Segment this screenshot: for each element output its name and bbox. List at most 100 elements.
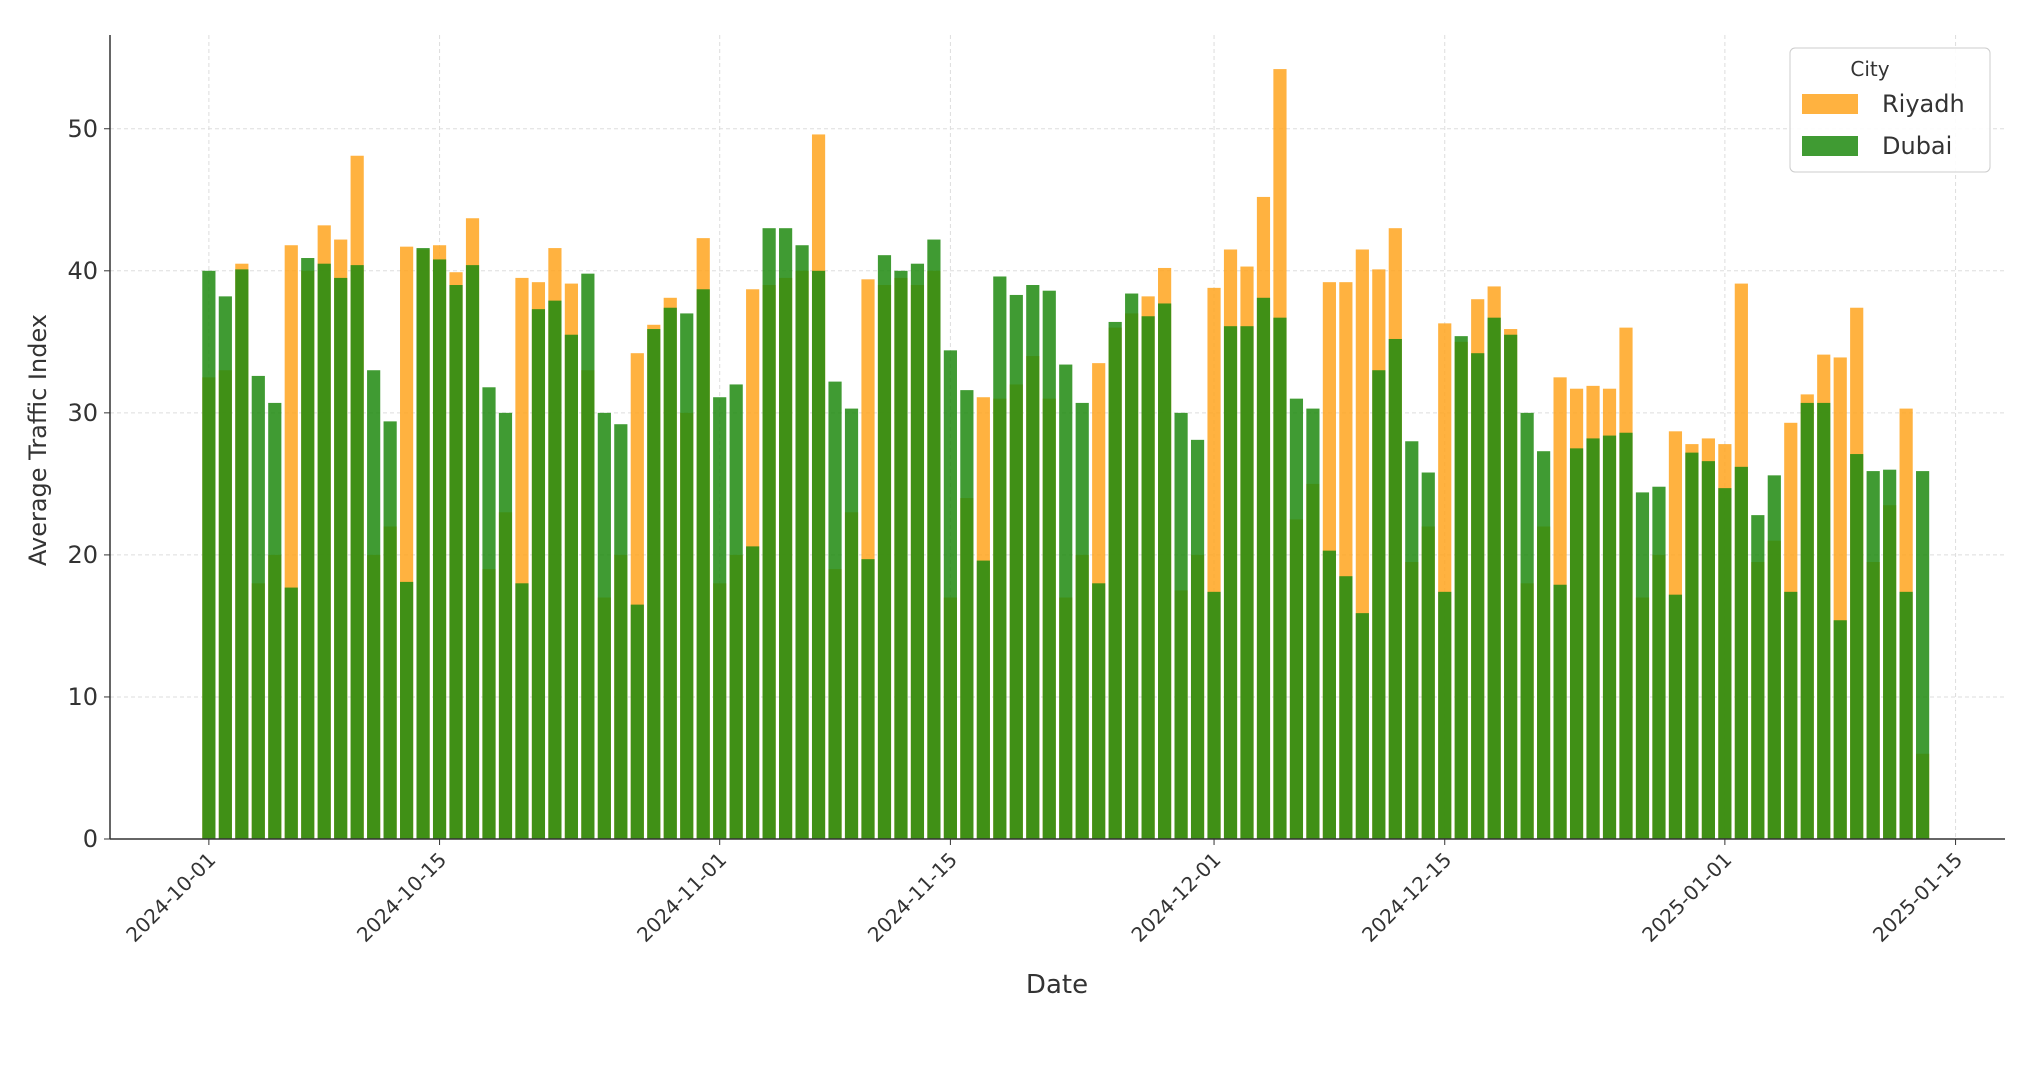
bar [301, 258, 315, 839]
bar [779, 228, 793, 840]
bar [1800, 402, 1814, 839]
bar [877, 255, 892, 839]
bar [1240, 326, 1254, 839]
legend: City Riyadh Dubai [1789, 47, 1991, 173]
bar [630, 604, 644, 839]
bar [1553, 584, 1567, 839]
bar [350, 265, 364, 840]
y-tick-label: 0 [83, 825, 98, 853]
bar [1602, 435, 1617, 839]
bar [713, 397, 727, 839]
x-tick-label: 2024-11-01 [632, 848, 731, 947]
x-tick-label: 2024-10-01 [121, 848, 220, 947]
legend-title: City [1850, 57, 1889, 81]
x-tick-label: 2024-12-15 [1357, 848, 1456, 947]
bar [1668, 594, 1683, 839]
bar [1141, 316, 1155, 840]
bar [861, 559, 875, 839]
bar [1751, 515, 1765, 839]
bar [1685, 452, 1699, 839]
bar [1883, 469, 1897, 839]
bar [367, 370, 381, 839]
bar [1174, 412, 1188, 839]
bar [1537, 451, 1551, 839]
bar [1092, 583, 1106, 839]
bar [943, 350, 957, 839]
bar [795, 245, 809, 839]
bar [235, 269, 249, 840]
bar [465, 265, 480, 840]
bar [762, 228, 776, 840]
legend-label: Riyadh [1882, 90, 1965, 118]
bar [1520, 412, 1534, 839]
bar [1322, 550, 1336, 839]
bar [1388, 338, 1402, 839]
x-tick-label: 2025-01-01 [1637, 848, 1736, 947]
bar [1586, 438, 1600, 839]
bar [449, 285, 463, 839]
legend-label: Dubai [1882, 132, 1952, 160]
bar [1026, 285, 1040, 839]
bar [663, 307, 677, 839]
bar [432, 259, 447, 839]
bar [1125, 293, 1139, 839]
bar [1817, 402, 1831, 839]
bar [811, 270, 826, 839]
legend-swatch [1802, 94, 1858, 114]
bar [1635, 492, 1650, 839]
bar [597, 412, 611, 839]
bar [334, 277, 348, 839]
y-tick-label: 50 [67, 115, 98, 143]
bar [1784, 591, 1798, 839]
bar [416, 248, 430, 839]
bar [1273, 317, 1287, 839]
bar [1916, 471, 1930, 839]
bar [1734, 466, 1748, 839]
bar [1207, 591, 1221, 839]
bar [1652, 486, 1666, 839]
bar [1767, 475, 1781, 839]
bar [828, 381, 842, 839]
bar [960, 390, 974, 839]
bar [927, 239, 941, 839]
y-tick-label: 40 [67, 257, 98, 285]
bar [1059, 364, 1073, 839]
bar [1339, 576, 1353, 839]
bar [729, 384, 743, 839]
bar [1256, 297, 1271, 840]
bar [1405, 441, 1419, 839]
y-tick-label: 30 [67, 399, 98, 427]
bar [1289, 398, 1304, 839]
bar [1223, 326, 1238, 839]
bar [1487, 317, 1501, 839]
y-axis-label: Average Traffic Index [24, 314, 52, 566]
bar [1355, 613, 1369, 839]
x-axis-label: Date [1026, 970, 1088, 1000]
bar [1158, 303, 1172, 839]
bar [1306, 408, 1320, 839]
x-tick-label: 2024-11-15 [863, 848, 962, 947]
legend-swatch [1802, 136, 1858, 156]
bar [202, 270, 216, 839]
bar [894, 270, 908, 839]
bar [482, 387, 496, 839]
bar [1454, 336, 1468, 839]
bar [976, 560, 990, 839]
bar [647, 329, 661, 839]
bar [746, 546, 760, 839]
bar [910, 263, 925, 839]
x-tick-label: 2025-01-15 [1868, 848, 1967, 947]
bar [1009, 294, 1023, 839]
bar [515, 583, 529, 839]
bar [548, 300, 562, 839]
bar [251, 375, 265, 839]
bar [284, 587, 298, 839]
bar [581, 273, 595, 840]
bar [1833, 620, 1847, 839]
bar [383, 421, 397, 839]
bar [268, 402, 282, 839]
bar [1075, 402, 1089, 839]
bar [680, 313, 694, 839]
x-tick-label: 2024-10-15 [352, 848, 451, 947]
